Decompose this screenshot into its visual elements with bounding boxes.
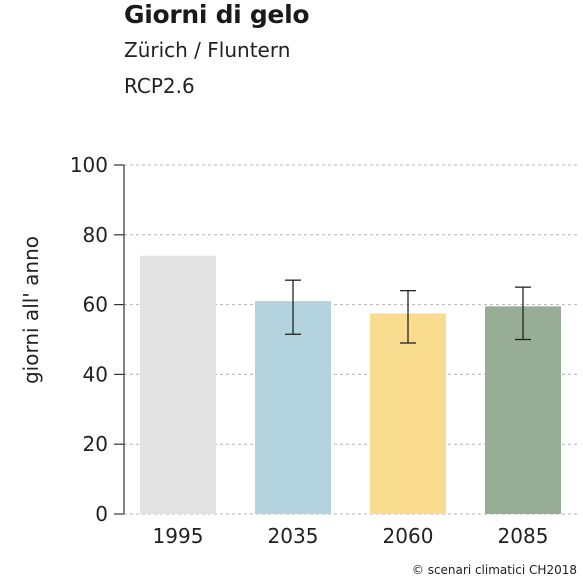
bars [140, 255, 561, 515]
y-axis-label: giorni all' anno [19, 236, 43, 384]
x-axis-labels: 1995 2035 2060 2085 [153, 524, 549, 548]
chart-title: Giorni di gelo [124, 0, 310, 29]
location-label: Zürich / Fluntern [124, 38, 291, 62]
bar-1995 [140, 255, 216, 515]
scenario-label: RCP2.6 [124, 74, 195, 98]
y-tick-label: 80 [83, 223, 108, 247]
y-tick-label: 60 [83, 293, 108, 317]
y-tick-label: 20 [83, 432, 108, 456]
x-tick-label: 2060 [383, 524, 434, 548]
credit-text: © scenari climatici CH2018 [411, 563, 577, 577]
y-tick-label: 100 [70, 153, 108, 177]
bar-2085 [485, 306, 561, 514]
y-tick-label: 40 [83, 362, 108, 386]
x-tick-label: 2085 [498, 524, 549, 548]
x-tick-label: 2035 [268, 524, 319, 548]
bar-2035 [255, 301, 331, 514]
y-tick-label: 0 [95, 502, 108, 526]
bar-2060 [370, 313, 446, 514]
error-bars [285, 279, 531, 344]
y-axis: 0 20 40 60 80 100 [70, 153, 125, 526]
x-tick-label: 1995 [153, 524, 204, 548]
